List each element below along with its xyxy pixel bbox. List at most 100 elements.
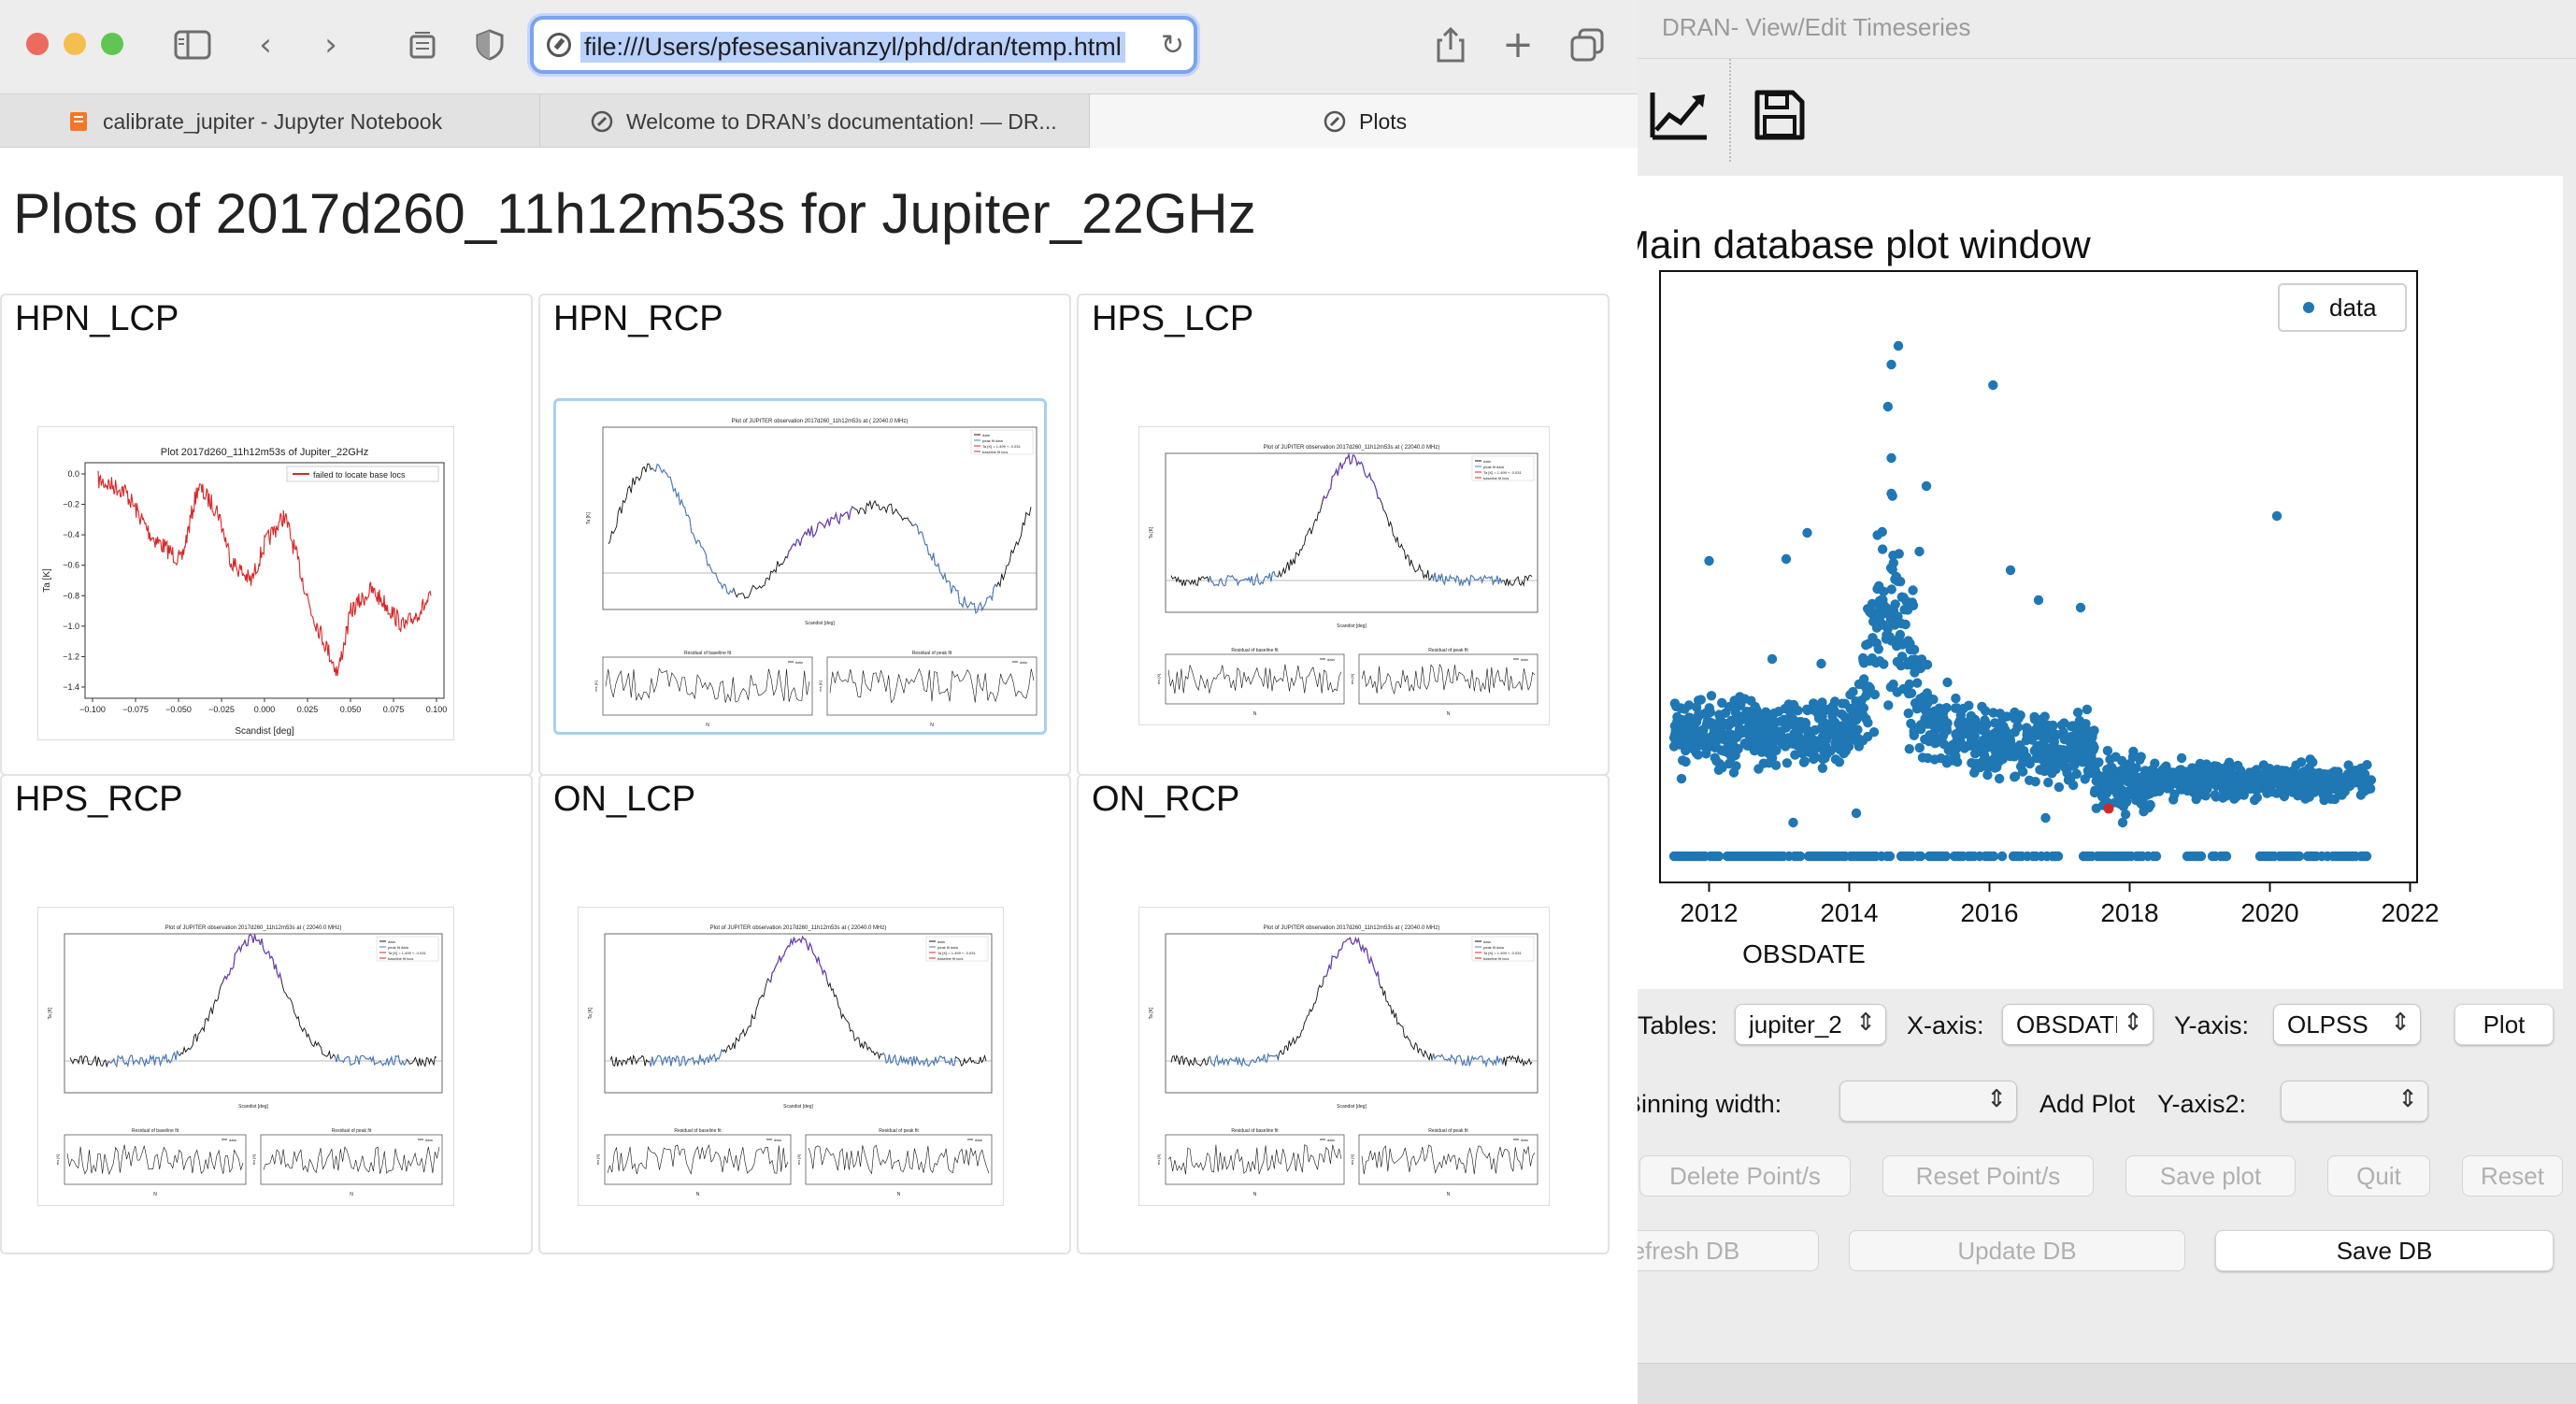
data-point	[1868, 633, 1878, 643]
data-point	[1940, 851, 1952, 862]
data-point	[2116, 765, 2127, 776]
main-plot-area[interactable]: Main database plot window 2012 2014 2016 20…	[1638, 176, 2563, 989]
plot-button[interactable]: Plot	[2454, 1004, 2554, 1045]
reset-button[interactable]: Reset	[2462, 1155, 2563, 1196]
shield-icon[interactable]	[469, 24, 510, 65]
back-chevron-icon[interactable]: ‹	[259, 26, 272, 64]
outlier-point	[1886, 452, 1896, 464]
data-point	[2281, 779, 2291, 790]
plot-thumbnail[interactable]: Plot of JUPITER observation 2017d260_11h…	[553, 398, 1047, 735]
data-point	[2191, 794, 2201, 805]
legend-box	[376, 936, 439, 962]
plot-title: Plot of JUPITER observation 2017d260_11h…	[1264, 925, 1440, 931]
data-point	[1782, 758, 1793, 768]
page-content: Plots of 2017d260_11h12m53s for Jupiter_…	[0, 148, 1638, 1404]
outlier-point	[1872, 583, 1882, 595]
data-point	[1724, 728, 1734, 739]
legend-label: data	[982, 433, 991, 437]
main-plot-frame	[1165, 933, 1538, 1094]
outlier-point	[2271, 510, 2283, 522]
xaxis-select[interactable]: OBSDATE⇕	[2002, 1004, 2154, 1045]
data-point	[1677, 727, 1687, 738]
plot-cell-on-rcp: ON_RCP Plot of JUPITER observation 2017d…	[1077, 774, 1610, 1254]
refresh-db-button[interactable]: Refresh DB	[1638, 1230, 1819, 1271]
data-point	[1899, 605, 1910, 615]
zoom-window-button[interactable]	[101, 33, 123, 55]
residual-line	[829, 667, 1035, 704]
data-point	[2191, 780, 2201, 790]
data-point	[1790, 750, 1800, 760]
reader-icon[interactable]	[402, 24, 443, 65]
save-db-button[interactable]: Save DB	[2215, 1230, 2554, 1271]
chart-icon[interactable]	[1647, 87, 1712, 143]
new-tab-icon[interactable]: +	[1502, 23, 1534, 66]
legend-label: data	[1483, 459, 1492, 464]
compass-icon	[547, 33, 571, 57]
residual-title: Residual of peak fit	[1428, 1128, 1468, 1134]
data-point	[2253, 780, 2263, 790]
plot-cell-hps-lcp: HPS_LCP Plot of JUPITER observation 2017…	[1077, 294, 1610, 776]
data-point	[1741, 727, 1752, 738]
updown-chevron-icon: ⇕	[2123, 1009, 2143, 1037]
delete-points-button[interactable]: Delete Point/s	[1639, 1155, 1851, 1196]
residual-line	[605, 667, 810, 703]
data-point	[1941, 725, 1953, 736]
save-plot-button[interactable]: Save plot	[2125, 1155, 2296, 1196]
updown-chevron-icon: ⇕	[1855, 1009, 1876, 1037]
data-point	[1868, 616, 1879, 627]
data-point	[1896, 660, 1907, 671]
data-point	[1994, 773, 2005, 784]
data-point	[2304, 763, 2314, 773]
data-point	[2210, 790, 2220, 800]
tab-plots[interactable]: Plots	[1090, 94, 1638, 149]
scatter-points	[1668, 340, 2377, 862]
reset-points-button[interactable]: Reset Point/s	[1882, 1155, 2094, 1196]
scatter-chart[interactable]: 2012 2014 2016 2018 2020 2022 OBSDATE data	[1638, 176, 2563, 989]
tab-jupyter[interactable]: calibrate_jupiter - Jupyter Notebook	[0, 94, 540, 149]
binning-width-select[interactable]: ⇕	[1839, 1081, 2017, 1122]
data-point	[2200, 761, 2211, 771]
data-point	[2291, 760, 2301, 770]
yaxis2-select[interactable]: ⇕	[2281, 1081, 2428, 1122]
data-point	[2273, 779, 2283, 790]
x-axis-label: Scandist [deg]	[235, 726, 294, 737]
compass-icon	[591, 110, 613, 133]
yaxis-select[interactable]: OLPSS ⇕	[2273, 1004, 2421, 1045]
outlier-point	[1788, 817, 1798, 828]
save-icon[interactable]	[1753, 89, 1806, 141]
data-point	[2101, 788, 2111, 798]
window-title: DRAN- View/Edit Timeseries	[1662, 13, 1971, 41]
share-icon[interactable]	[1430, 24, 1471, 65]
residual-line	[1167, 664, 1342, 695]
plot-thumbnail[interactable]: Plot of JUPITER observation 2017d260_11h…	[578, 907, 1004, 1206]
residual-frame	[260, 1134, 443, 1185]
legend-box	[925, 936, 989, 962]
close-window-button[interactable]	[26, 33, 49, 55]
tables-select[interactable]: jupiter_2 ⇕	[1735, 1004, 1886, 1045]
data-point	[2121, 796, 2132, 808]
tab-dran-docs[interactable]: Welcome to DRAN’s documentation! — DR...	[540, 94, 1090, 149]
data-point	[1726, 739, 1738, 750]
plot-thumbnail[interactable]: Plot of JUPITER observation 2017d260_11h…	[37, 907, 454, 1206]
minimize-window-button[interactable]	[64, 33, 86, 55]
x-axis-label: OBSDATE	[1742, 939, 1866, 968]
x-tick-label: 0.050	[340, 705, 362, 714]
baseline-fit-line	[107, 1050, 179, 1068]
cell-title: ON_RCP	[1092, 780, 1240, 819]
plot-thumbnail[interactable]: Plot of JUPITER observation 2017d260_11h…	[1138, 426, 1550, 725]
forward-chevron-icon[interactable]: ›	[324, 26, 337, 64]
residual-legend-label: data	[795, 660, 804, 665]
plot-thumbnail[interactable]: Plot 2017d260_11h12m53s of Jupiter_22GHz…	[37, 426, 454, 740]
data-point	[1809, 705, 1819, 715]
plot-thumbnail[interactable]: Plot of JUPITER observation 2017d260_11h…	[1138, 907, 1550, 1206]
tab-overview-icon[interactable]	[1567, 24, 1608, 65]
update-db-button[interactable]: Update DB	[1849, 1230, 2185, 1271]
data-point	[1818, 753, 1828, 765]
legend-box	[286, 466, 439, 482]
quit-button[interactable]: Quit	[2327, 1155, 2430, 1196]
address-bar[interactable]: file:///Users/pfesesanivanzyl/phd/dran/t…	[530, 16, 1197, 74]
sidebar-toggle-icon[interactable]	[172, 24, 213, 65]
data-point	[2073, 720, 2084, 730]
reload-icon[interactable]: ↻	[1160, 29, 1184, 62]
plot-svg: Plot of JUPITER observation 2017d260_11h…	[586, 419, 1038, 728]
